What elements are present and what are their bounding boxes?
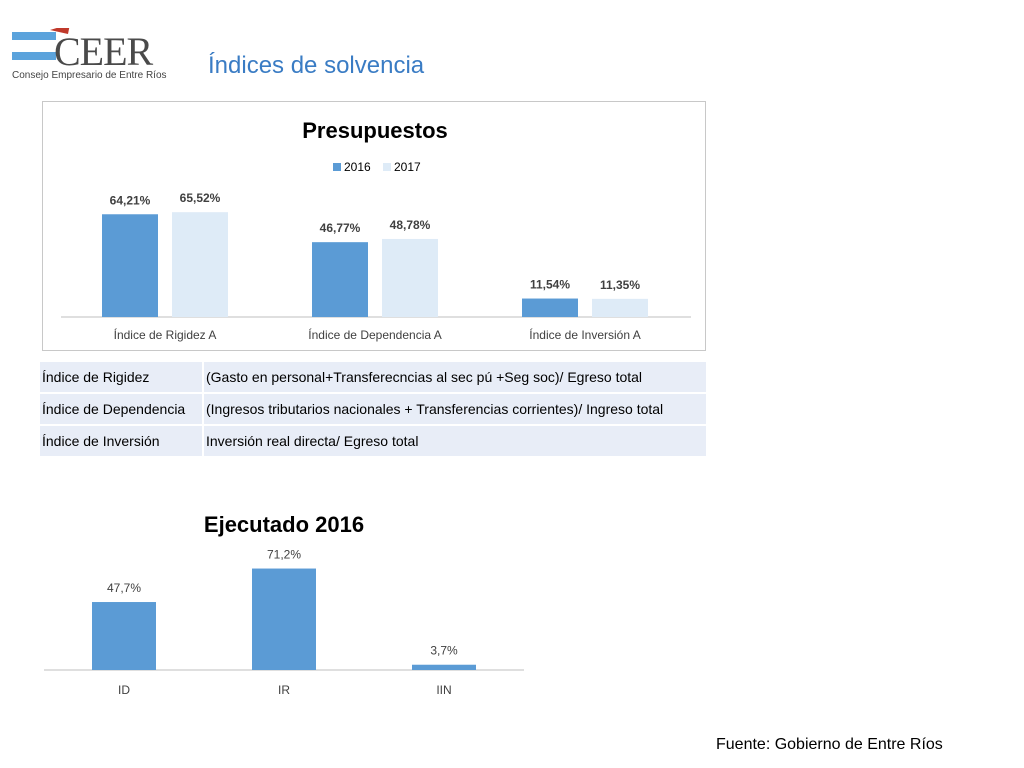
logo-subtitle: Consejo Empresario de Entre Ríos [12, 70, 167, 81]
legend-swatch [333, 163, 341, 171]
data-label: 47,7% [107, 581, 141, 595]
bar [382, 238, 438, 317]
ejecutado-chart-svg: Ejecutado 2016 47,7% ID 71,2% IR 3,7% IIN [44, 512, 524, 697]
presupuestos-chart: Presupuestos 2016 2017 64,21% 65,52% Índice d… [42, 101, 706, 351]
data-label: 48,78% [390, 218, 431, 232]
data-label: 65,52% [180, 191, 221, 205]
bar [522, 298, 578, 317]
bar [592, 298, 648, 317]
category-label: IR [278, 683, 290, 697]
logo-text: CEER [54, 29, 153, 74]
definition-term: Índice de Inversión [40, 426, 204, 456]
page-title: Índices de solvencia [208, 52, 425, 79]
bar [102, 214, 158, 317]
bar [172, 212, 228, 317]
presupuestos-chart-svg: Presupuestos 2016 2017 64,21% 65,52% Índice d… [61, 118, 691, 342]
bar [312, 242, 368, 317]
definition-formula: (Ingresos tributarios nacionales + Trans… [204, 394, 706, 424]
bar [412, 664, 476, 670]
legend-swatch [383, 163, 391, 171]
source-note: Fuente: Gobierno de Entre Ríos [716, 736, 943, 753]
bar [252, 568, 316, 670]
category-label: Índice de Inversión A [529, 327, 640, 342]
category-label: Índice de Dependencia A [308, 327, 441, 342]
definition-formula: Inversión real directa/ Egreso total [204, 426, 706, 456]
category-label: ID [118, 683, 130, 697]
chart-title: Ejecutado 2016 [204, 512, 364, 537]
bar [92, 602, 156, 670]
definition-formula: (Gasto en personal+Transferecncias al se… [204, 362, 706, 392]
flag-stripes-icon [12, 28, 70, 60]
definition-term: Índice de Dependencia [40, 394, 204, 424]
chart-title: Presupuestos [302, 118, 448, 143]
ceer-logo: CEER Consejo Empresario de Entre Ríos [10, 22, 167, 84]
data-label: 3,7% [430, 644, 458, 658]
table-row: Índice de Inversión Inversión real direc… [40, 426, 706, 456]
data-label: 11,35% [600, 278, 640, 292]
legend-label: 2016 [344, 160, 371, 174]
table-row: Índice de Dependencia (Ingresos tributar… [40, 394, 706, 424]
data-label: 11,54% [530, 278, 570, 292]
data-label: 64,21% [110, 193, 151, 207]
category-label: IIN [436, 683, 451, 697]
definitions-table: Índice de Rigidez (Gasto en personal+Tra… [40, 360, 706, 458]
category-label: Índice de Rigidez A [114, 327, 217, 342]
legend-label: 2017 [394, 160, 421, 174]
table-row: Índice de Rigidez (Gasto en personal+Tra… [40, 362, 706, 392]
definition-term: Índice de Rigidez [40, 362, 204, 392]
ejecutado-chart: Ejecutado 2016 47,7% ID 71,2% IR 3,7% IIN [40, 500, 530, 710]
data-label: 46,77% [320, 221, 361, 235]
data-label: 71,2% [267, 548, 301, 562]
